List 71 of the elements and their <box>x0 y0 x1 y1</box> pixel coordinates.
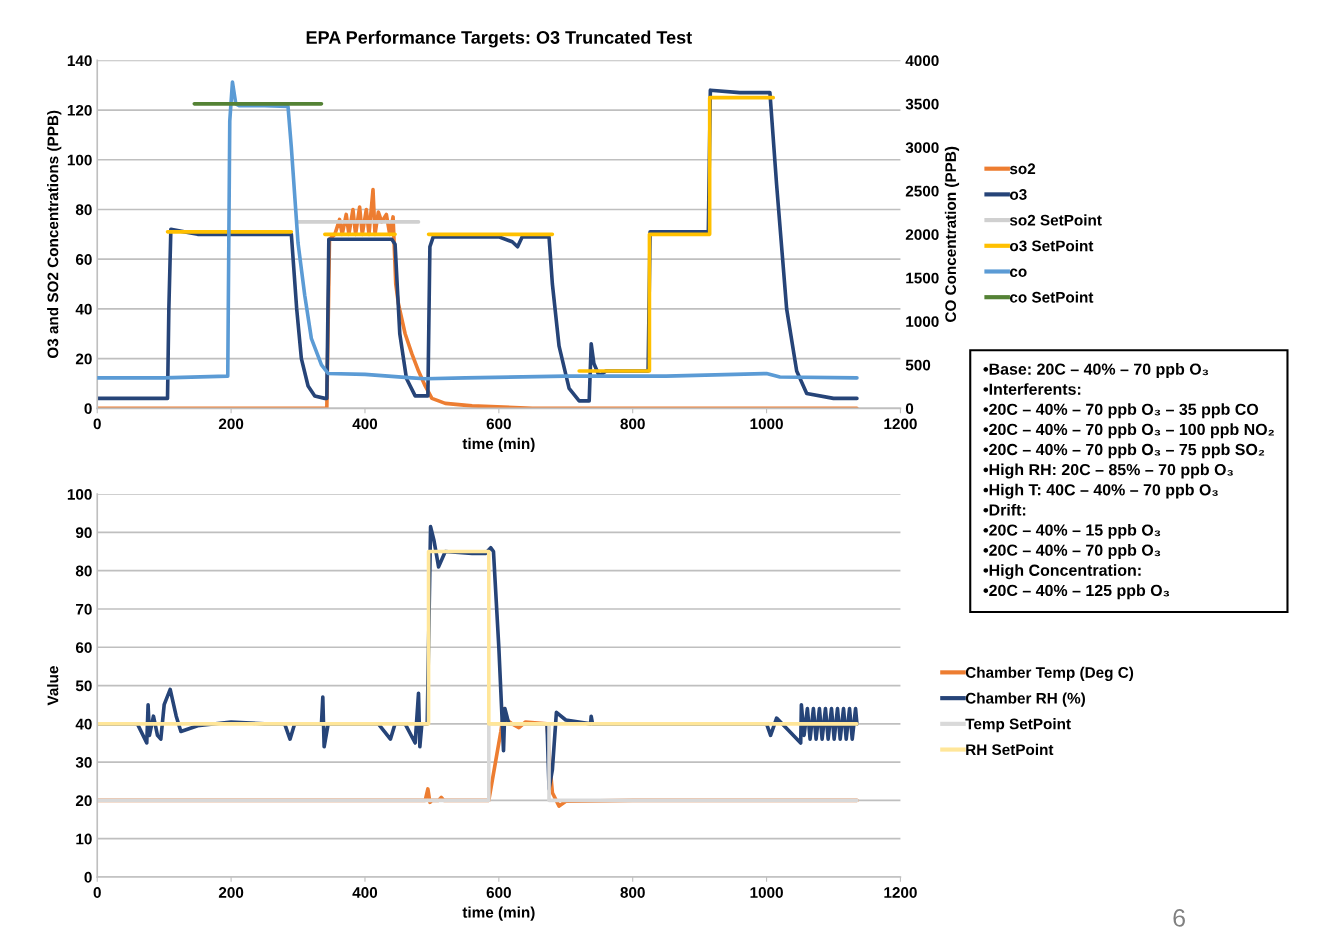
y2-tick-label: 3500 <box>905 98 939 110</box>
legend-label: Chamber Temp (Deg C) <box>965 666 1134 681</box>
legend-label: o3 SetPoint <box>1009 240 1094 252</box>
x-tick-label: 800 <box>620 418 645 430</box>
legend-label: RH SetPoint <box>966 743 1054 756</box>
y-tick-label: 30 <box>75 757 92 768</box>
text: •20C – 40% – 125 ppb O₃ <box>983 584 1170 600</box>
legend-label: Temp SetPoint <box>965 718 1071 733</box>
y-axis-title: Value <box>47 666 59 706</box>
x-tick-label: 200 <box>218 418 244 430</box>
y-tick-label: 20 <box>75 795 92 807</box>
y-tick-label: 40 <box>75 718 92 730</box>
text: •High T: 40C – 40% – 70 ppb O₃ <box>983 483 1218 499</box>
x-tick-label: 1000 <box>750 418 783 430</box>
text: 6 <box>1173 909 1185 927</box>
y-tick-label: 60 <box>75 254 92 265</box>
x-tick-label: 1200 <box>884 887 917 898</box>
y-tick-label: 20 <box>75 353 92 365</box>
y2-tick-label: 3000 <box>905 142 939 154</box>
y-tick-label: 70 <box>76 603 92 615</box>
x-tick-label: 600 <box>486 887 511 898</box>
text: •20C – 40% – 70 ppb O₃ – 75 ppb SO₂ <box>983 443 1265 459</box>
x-tick-label: 400 <box>352 887 378 898</box>
x-tick-label: 0 <box>93 418 101 430</box>
y-tick-label: 50 <box>75 680 92 692</box>
y2-axis-title: CO Concentration (PPB) <box>944 146 960 322</box>
y-tick-label: 100 <box>67 154 92 166</box>
y-tick-label: 60 <box>75 642 92 653</box>
y-tick-label: 80 <box>75 204 92 216</box>
legend-label: so2 SetPoint <box>1009 214 1102 226</box>
y2-tick-label: 2000 <box>905 229 939 241</box>
y-tick-label: 90 <box>75 527 92 539</box>
y2-tick-label: 2500 <box>905 185 939 197</box>
y-tick-label: 100 <box>67 489 92 500</box>
text: •20C – 40% – 70 ppb O₃ – 100 ppb NO₂ <box>983 423 1274 439</box>
y-tick-label: 140 <box>67 55 92 67</box>
y2-tick-label: 4000 <box>905 55 939 67</box>
y2-tick-label: 500 <box>905 359 931 371</box>
x-tick-label: 1200 <box>884 418 917 430</box>
text: •20C – 40% – 15 ppb O₃ <box>983 523 1161 539</box>
legend-label: co SetPoint <box>1009 291 1094 303</box>
x-axis-title: time (min) <box>462 437 535 453</box>
y2-tick-label: 1000 <box>906 316 939 328</box>
text: •High Concentration: <box>983 564 1141 580</box>
x-axis-title: time (min) <box>462 906 535 921</box>
legend-label: co <box>1009 268 1027 277</box>
y-tick-label: 0 <box>84 871 92 883</box>
y-axis-title: O3 and SO2 Concentrations (PPB) <box>47 110 62 359</box>
y-tick-label: 80 <box>75 565 92 577</box>
text: •Base: 20C – 40% – 70 ppb O₃ <box>983 363 1209 378</box>
x-tick-label: 200 <box>218 887 244 898</box>
text: •20C – 40% – 70 ppb O₃ <box>983 544 1161 559</box>
x-tick-label: 1000 <box>750 887 783 898</box>
y2-tick-label: 1500 <box>906 272 939 284</box>
legend-label: Chamber RH (%) <box>965 692 1085 707</box>
legend-label: so2 <box>1009 163 1036 175</box>
x-tick-label: 600 <box>486 418 511 430</box>
legend-label: o3 <box>1009 189 1027 200</box>
y-tick-label: 120 <box>67 104 92 116</box>
x-tick-label: 0 <box>93 887 101 898</box>
y-tick-label: 40 <box>75 303 92 315</box>
text: •Drift: <box>983 503 1026 516</box>
chart-title: EPA Performance Targets: O3 Truncated Test <box>306 30 692 48</box>
text: •Interferents: <box>983 383 1081 395</box>
y-tick-label: 0 <box>84 403 92 415</box>
text: •High RH: 20C – 85% – 70 ppb O₃ <box>983 463 1233 479</box>
y-tick-label: 10 <box>76 833 92 845</box>
y2-tick-label: 0 <box>905 403 914 415</box>
x-tick-label: 400 <box>352 418 378 430</box>
text: •20C – 40% – 70 ppb O₃ – 35 ppb CO <box>983 403 1259 419</box>
x-tick-label: 800 <box>620 887 645 898</box>
